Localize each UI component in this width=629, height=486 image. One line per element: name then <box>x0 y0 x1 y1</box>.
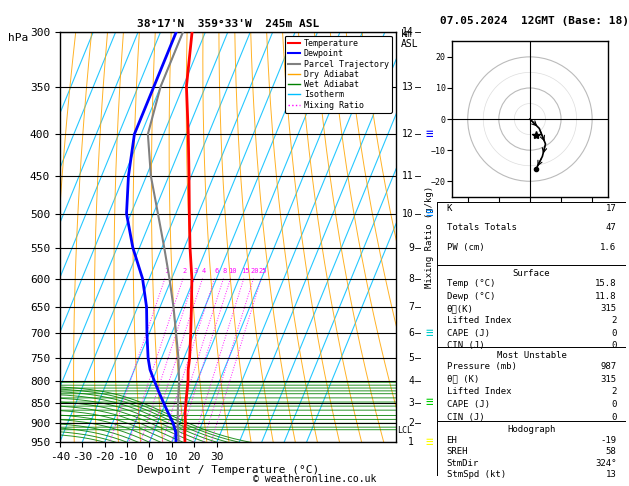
Bar <box>437 265 626 347</box>
Text: K: K <box>447 204 452 213</box>
Text: Temp (°C): Temp (°C) <box>447 279 495 288</box>
Text: 07.05.2024  12GMT (Base: 18): 07.05.2024 12GMT (Base: 18) <box>440 16 629 26</box>
Text: 12: 12 <box>402 129 414 139</box>
Text: PW (cm): PW (cm) <box>447 243 484 252</box>
Text: 8: 8 <box>408 274 414 283</box>
Text: 58: 58 <box>606 447 616 456</box>
Text: ≡: ≡ <box>426 436 433 449</box>
Text: ≡: ≡ <box>426 396 433 409</box>
Text: StmSpd (kt): StmSpd (kt) <box>447 470 506 479</box>
Text: 0: 0 <box>611 329 616 338</box>
Text: Hodograph: Hodograph <box>508 425 555 434</box>
Legend: Temperature, Dewpoint, Parcel Trajectory, Dry Adiabat, Wet Adiabat, Isotherm, Mi: Temperature, Dewpoint, Parcel Trajectory… <box>284 36 392 113</box>
Text: © weatheronline.co.uk: © weatheronline.co.uk <box>253 474 376 484</box>
Text: 1.6: 1.6 <box>600 243 616 252</box>
Text: SREH: SREH <box>447 447 468 456</box>
Text: 2: 2 <box>182 268 187 274</box>
Text: EH: EH <box>447 436 457 445</box>
Text: 315: 315 <box>600 304 616 313</box>
Text: Lifted Index: Lifted Index <box>447 387 511 397</box>
Text: 987: 987 <box>600 362 616 371</box>
Text: 14: 14 <box>402 27 414 36</box>
Text: 15: 15 <box>241 268 250 274</box>
Text: 8: 8 <box>223 268 227 274</box>
Text: 11: 11 <box>402 171 414 181</box>
Text: Totals Totals: Totals Totals <box>447 223 516 232</box>
Text: 10: 10 <box>228 268 237 274</box>
Text: ≡: ≡ <box>426 207 433 220</box>
Text: ≡: ≡ <box>426 128 433 140</box>
Text: CAPE (J): CAPE (J) <box>447 329 489 338</box>
Bar <box>437 347 626 421</box>
Text: 9: 9 <box>408 243 414 253</box>
Text: 4: 4 <box>408 376 414 386</box>
Text: Pressure (mb): Pressure (mb) <box>447 362 516 371</box>
Text: 4: 4 <box>202 268 206 274</box>
Text: 2: 2 <box>611 316 616 326</box>
Text: 17: 17 <box>606 204 616 213</box>
Text: ASL: ASL <box>401 39 418 49</box>
Text: 20: 20 <box>251 268 259 274</box>
Text: Surface: Surface <box>513 269 550 278</box>
Text: 0: 0 <box>611 413 616 422</box>
Text: Mixing Ratio (g/kg): Mixing Ratio (g/kg) <box>425 186 434 288</box>
Text: 7: 7 <box>408 302 414 312</box>
Text: -19: -19 <box>600 436 616 445</box>
Text: 13: 13 <box>402 82 414 91</box>
Text: 10: 10 <box>402 208 414 219</box>
Text: 3: 3 <box>194 268 198 274</box>
Text: Dewp (°C): Dewp (°C) <box>447 292 495 301</box>
Text: km: km <box>401 29 413 39</box>
Text: θᴀ(K): θᴀ(K) <box>447 304 474 313</box>
Text: StmDir: StmDir <box>447 459 479 468</box>
Text: 25: 25 <box>259 268 267 274</box>
Text: 15.8: 15.8 <box>595 279 616 288</box>
Text: 13: 13 <box>606 470 616 479</box>
X-axis label: kt: kt <box>524 212 536 222</box>
Bar <box>437 202 626 265</box>
Text: ≡: ≡ <box>426 327 433 340</box>
Text: 47: 47 <box>606 223 616 232</box>
Text: 0: 0 <box>611 341 616 350</box>
Text: 6: 6 <box>408 329 414 338</box>
Text: hPa: hPa <box>8 33 28 43</box>
Text: CAPE (J): CAPE (J) <box>447 400 489 409</box>
Text: CIN (J): CIN (J) <box>447 341 484 350</box>
Text: 3: 3 <box>408 398 414 408</box>
Text: 1: 1 <box>408 437 414 447</box>
Text: CIN (J): CIN (J) <box>447 413 484 422</box>
Text: 324°: 324° <box>595 459 616 468</box>
Text: 315: 315 <box>600 375 616 383</box>
Text: 5: 5 <box>408 353 414 363</box>
Bar <box>437 421 626 476</box>
Text: 11.8: 11.8 <box>595 292 616 301</box>
Text: 0: 0 <box>611 400 616 409</box>
Text: Most Unstable: Most Unstable <box>496 351 567 360</box>
X-axis label: Dewpoint / Temperature (°C): Dewpoint / Temperature (°C) <box>137 465 319 475</box>
Text: 2: 2 <box>408 418 414 428</box>
Text: Lifted Index: Lifted Index <box>447 316 511 326</box>
Text: LCL: LCL <box>397 426 412 435</box>
Text: 1: 1 <box>164 268 169 274</box>
Text: θᴀ (K): θᴀ (K) <box>447 375 479 383</box>
Title: 38°17'N  359°33'W  245m ASL: 38°17'N 359°33'W 245m ASL <box>137 19 319 30</box>
Text: 6: 6 <box>214 268 218 274</box>
Text: 2: 2 <box>611 387 616 397</box>
